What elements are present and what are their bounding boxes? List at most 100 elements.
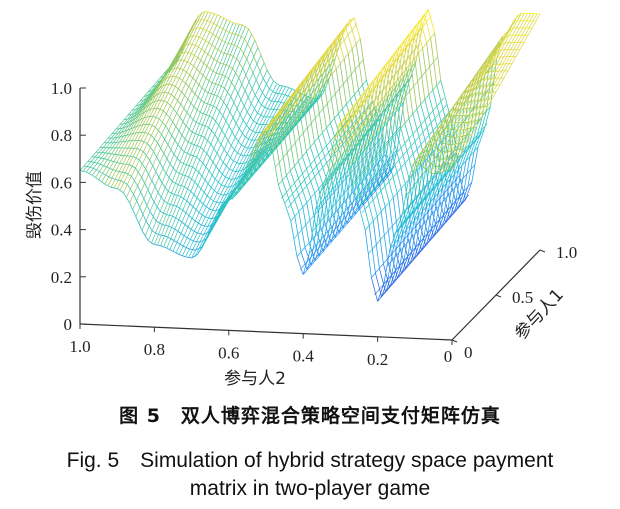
mesh-line-y (386, 173, 394, 198)
mesh-line-y (191, 253, 199, 259)
mesh-line-x (135, 17, 225, 217)
mesh-line-y (266, 69, 274, 82)
mesh-line-y (257, 130, 265, 144)
mesh-line-x (414, 35, 504, 162)
mesh-line-y (385, 274, 393, 293)
mesh-line-y (412, 155, 420, 174)
mesh-line-y (143, 93, 151, 97)
mesh-line-y (405, 251, 413, 270)
mesh-line-x (293, 136, 383, 240)
mesh-line-y (334, 118, 341, 139)
mesh-line-x (213, 93, 302, 222)
mesh-line-y (316, 165, 324, 185)
mesh-line-y (393, 265, 401, 284)
mesh-line-y (461, 147, 469, 166)
z-tick-label: 0 (64, 315, 73, 334)
mesh-line-y (129, 202, 137, 217)
mesh-line-x (178, 69, 268, 255)
mesh-line-y (372, 81, 379, 104)
z-tick-label: 0.8 (51, 126, 72, 145)
mesh-line-y (258, 154, 266, 169)
mesh-line-y (445, 166, 453, 185)
mesh-line-y (408, 118, 416, 142)
caption-chinese: 图 5 双人博弈混合策略空间支付矩阵仿真 (119, 405, 501, 427)
mesh-line-y (321, 58, 329, 80)
mesh-line-y (238, 34, 245, 40)
mesh-line-x (442, 13, 532, 173)
mesh-line-x (185, 81, 274, 258)
mesh-line-y (313, 69, 321, 90)
mesh-line-y (473, 134, 481, 152)
mesh-line-x (420, 30, 510, 165)
mesh-line-y (260, 54, 268, 71)
mesh-line-x (330, 43, 420, 156)
mesh-line-x (191, 85, 280, 259)
mesh-line-x (157, 25, 246, 246)
mesh-line-y (469, 138, 477, 157)
mesh-line-y (381, 96, 389, 114)
z-axis-label: 毁伤价值 (25, 171, 45, 239)
mesh-line-x (333, 26, 423, 140)
mesh-line-y (408, 34, 415, 59)
mesh-line-x (312, 125, 401, 232)
mesh-line-y (364, 91, 371, 114)
mesh-line-y (236, 23, 243, 26)
mesh-line-y (325, 166, 333, 184)
mesh-line-y (433, 219, 441, 237)
mesh-line-x (141, 21, 231, 231)
mesh-line-y (329, 48, 337, 70)
mesh-line-y (282, 180, 289, 199)
mesh-line-y (502, 34, 510, 40)
surface-chart: 1.00.80.60.40.201.0 0.8 0.6 0.4 0.2 0 00.51.0 … (25, 8, 578, 389)
mesh-line-y (418, 136, 426, 161)
mesh-line-x (302, 172, 392, 275)
mesh-line-x (175, 62, 265, 254)
mesh-line-y (133, 156, 140, 161)
mesh-line-y (290, 170, 297, 190)
mesh-line-x (361, 110, 451, 213)
mesh-line-y (384, 147, 392, 170)
mesh-line-x (371, 175, 460, 278)
mesh-line-y (160, 245, 167, 249)
mesh-line-y (416, 149, 424, 169)
tick-labels: 1.00.80.60.40.201.0 0.8 0.6 0.4 0.2 0 00.51.0 (51, 79, 578, 369)
mesh-line-y (322, 132, 329, 153)
mesh-line-y (234, 44, 241, 50)
mesh-line-x (150, 24, 240, 244)
mesh-line-y (477, 129, 485, 148)
mesh-line-y (296, 256, 304, 275)
mesh-line-y (371, 277, 378, 302)
mesh-line-y (128, 164, 136, 169)
y-tick-label: 0.5 (512, 288, 533, 307)
mesh-line-y (318, 137, 325, 157)
mesh-line-y (393, 226, 401, 245)
mesh-line-y (494, 49, 502, 54)
mesh-line-x (324, 74, 414, 185)
mesh-line-x (138, 19, 228, 224)
mesh-line-x (445, 13, 535, 172)
mesh-line-y (246, 172, 253, 176)
mesh-line-y (437, 175, 445, 194)
mesh-line-y (401, 71, 409, 90)
mesh-line-y (349, 136, 357, 154)
mesh-line-y (376, 76, 383, 99)
mesh-line-y (337, 38, 345, 59)
mesh-line-y (397, 260, 405, 279)
mesh-line-y (320, 161, 328, 180)
mesh-line-y (249, 128, 256, 133)
x-tick-label: 0.4 (293, 347, 315, 366)
mesh-line-y (229, 20, 237, 25)
x-axis-line (79, 323, 453, 341)
mesh-line-x (79, 68, 169, 171)
mesh-line-x (166, 39, 256, 249)
mesh-line-y (392, 137, 400, 161)
mesh-line-y (393, 81, 401, 100)
mesh-line-x (194, 85, 284, 258)
mesh-line-x (129, 14, 218, 203)
mesh-line-x (82, 67, 172, 172)
mesh-line-y (428, 94, 436, 119)
mesh-line-y (360, 96, 367, 119)
x-tick-label: 0.8 (144, 340, 165, 359)
caption-english-line2: matrix in two-player game (189, 477, 431, 500)
mesh-line-y (358, 206, 366, 231)
